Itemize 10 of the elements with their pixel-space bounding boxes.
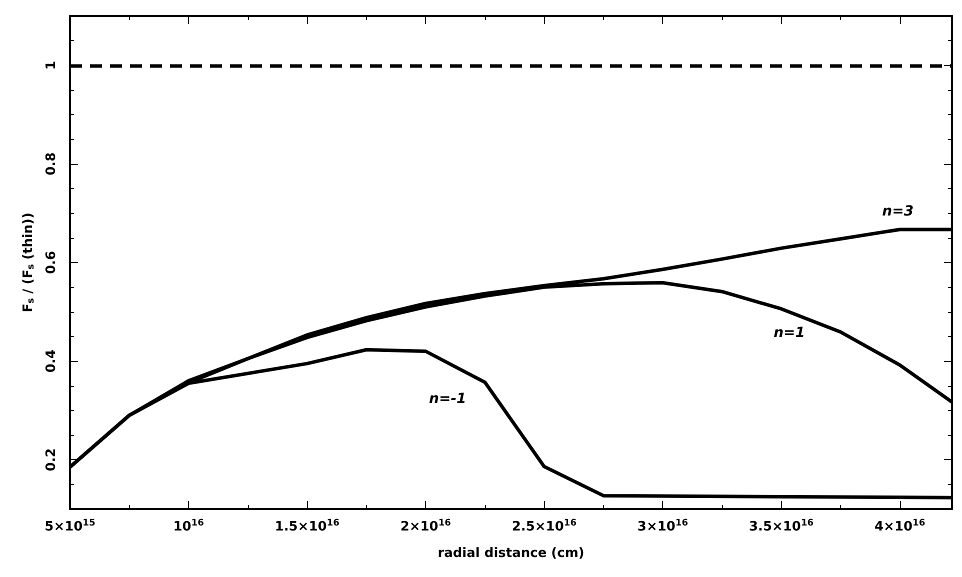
y-tick-label: 0.8 bbox=[44, 152, 59, 176]
y-axis-title: Fs / (Fs (thin)) bbox=[20, 212, 36, 312]
y-tick-label: 1 bbox=[44, 60, 59, 70]
y-tick-label: 0.2 bbox=[44, 448, 59, 472]
y-tick-label: 0.4 bbox=[44, 350, 59, 373]
x-axis-title: radial distance (cm) bbox=[438, 546, 584, 561]
series-label: n=1 bbox=[774, 324, 806, 341]
y-tick-label: 0.6 bbox=[44, 250, 59, 274]
series-label: n=3 bbox=[882, 203, 914, 220]
series-label: n=-1 bbox=[429, 391, 466, 408]
